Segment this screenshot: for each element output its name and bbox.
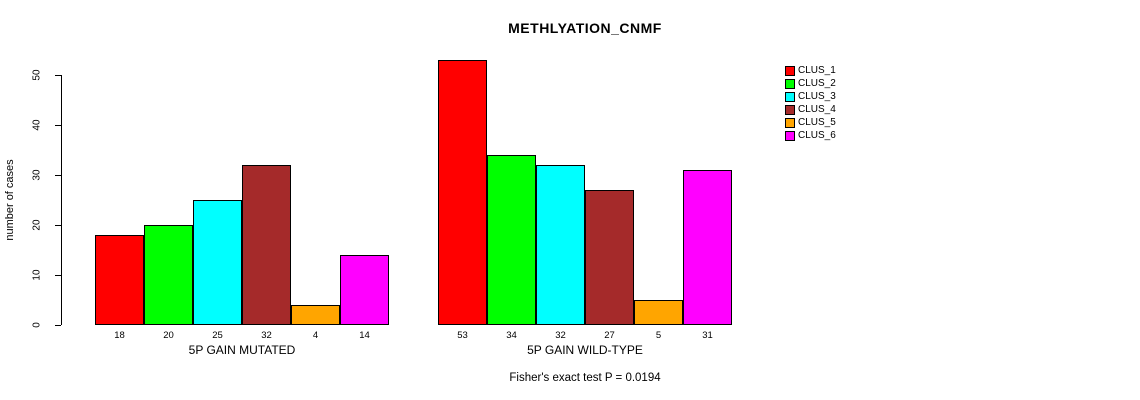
legend-item: CLUS_3: [785, 90, 836, 103]
y-tick: [55, 275, 61, 276]
legend-label: CLUS_3: [798, 91, 836, 102]
legend: CLUS_1 CLUS_2 CLUS_3 CLUS_4 CLUS_5 CLUS_6: [785, 64, 836, 142]
bar-clus_4: [585, 190, 634, 325]
fisher-test-annotation: Fisher's exact test P = 0.0194: [509, 372, 661, 384]
legend-item: CLUS_5: [785, 116, 836, 129]
bar-clus_5: [634, 300, 683, 325]
y-tick: [55, 175, 61, 176]
bar-clus_5: [291, 305, 340, 325]
legend-swatch-clus_1: [785, 65, 795, 76]
bar-clus_3: [536, 165, 585, 325]
bar-clus_1: [95, 235, 144, 325]
legend-item: CLUS_4: [785, 103, 836, 116]
legend-item: CLUS_1: [785, 64, 836, 77]
y-tick-label: 30: [31, 169, 43, 181]
bar-value-label: 14: [359, 330, 370, 341]
legend-swatch-clus_6: [785, 130, 795, 141]
chart-title: METHLYATION_CNMF: [508, 20, 662, 36]
bar-clus_6: [340, 255, 389, 325]
bar-value-label: 32: [261, 330, 272, 341]
legend-item: CLUS_6: [785, 129, 836, 142]
y-axis-label: number of cases: [4, 159, 16, 241]
group-label: 5P GAIN WILD-TYPE: [527, 343, 643, 357]
y-tick-label: 40: [31, 119, 43, 131]
bar-clus_3: [193, 200, 242, 325]
bar-value-label: 20: [163, 330, 174, 341]
y-tick-label: 50: [31, 69, 43, 81]
group-label: 5P GAIN MUTATED: [188, 343, 296, 357]
bar-value-label: 18: [114, 330, 125, 341]
bar-value-label: 5: [655, 330, 662, 341]
legend-label: CLUS_2: [798, 78, 836, 89]
legend-label: CLUS_1: [798, 65, 836, 76]
legend-swatch-clus_3: [785, 91, 795, 102]
bar-value-label: 34: [506, 330, 517, 341]
bar-value-label: 53: [457, 330, 468, 341]
y-tick-label: 20: [31, 219, 43, 231]
bar-value-label: 4: [312, 330, 319, 341]
y-tick: [55, 325, 61, 326]
legend-swatch-clus_5: [785, 117, 795, 128]
bar-clus_6: [683, 170, 732, 325]
legend-swatch-clus_4: [785, 104, 795, 115]
legend-label: CLUS_5: [798, 117, 836, 128]
legend-swatch-clus_2: [785, 78, 795, 89]
bar-value-label: 25: [212, 330, 223, 341]
legend-item: CLUS_2: [785, 77, 836, 90]
bar-value-label: 32: [555, 330, 566, 341]
bar-clus_2: [487, 155, 536, 325]
y-tick: [55, 75, 61, 76]
bar-value-label: 27: [604, 330, 615, 341]
bar-clus_2: [144, 225, 193, 325]
y-tick: [55, 125, 61, 126]
y-axis-line: [61, 75, 62, 325]
bar-value-label: 31: [702, 330, 713, 341]
bar-clus_4: [242, 165, 291, 325]
bar-clus_1: [438, 60, 487, 325]
legend-label: CLUS_6: [798, 130, 836, 141]
y-tick-label: 0: [31, 322, 43, 328]
legend-label: CLUS_4: [798, 104, 836, 115]
y-tick-label: 10: [31, 269, 43, 281]
y-tick: [55, 225, 61, 226]
